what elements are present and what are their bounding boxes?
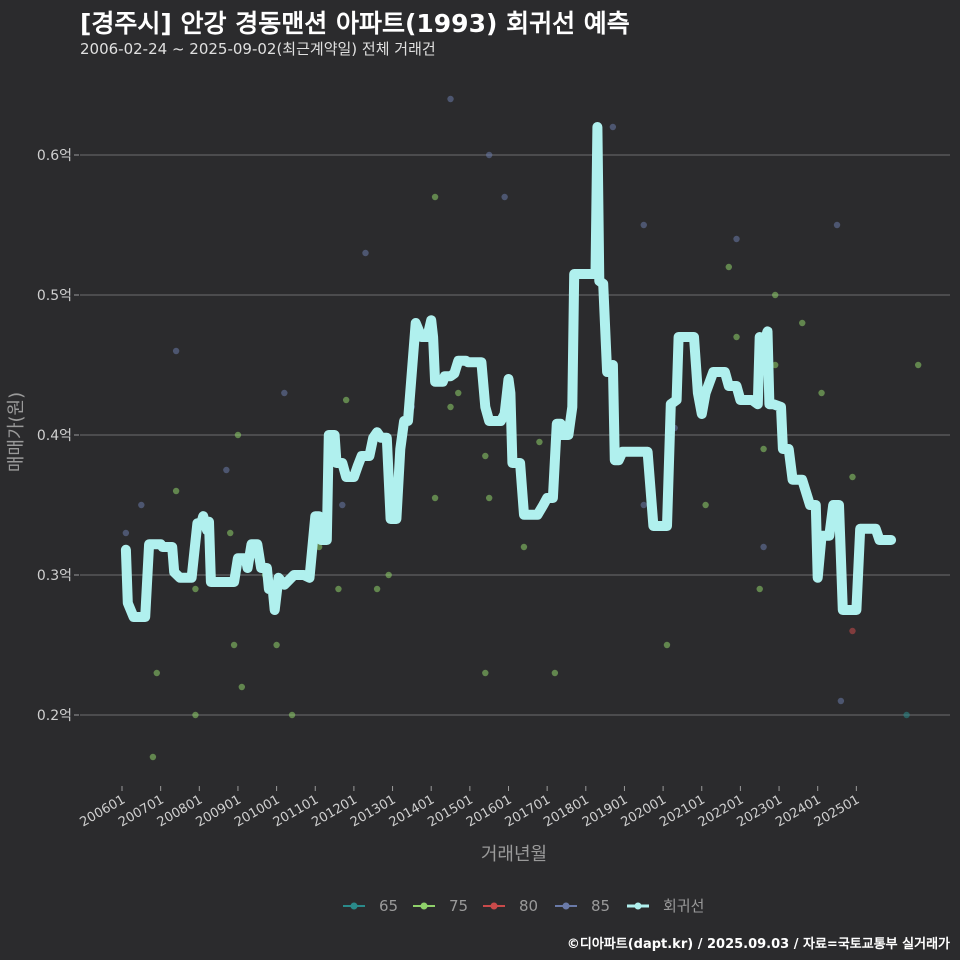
y-tick-label: 0.4억 [37, 428, 72, 444]
scatter-point-85 [733, 235, 740, 243]
scatter-point-85 [172, 347, 180, 355]
y-tick-label: 0.6억 [37, 148, 72, 164]
scatter-point-75 [238, 683, 246, 691]
scatter-point-75 [771, 291, 779, 299]
scatter-point-75 [288, 711, 296, 719]
scatter-point-75 [702, 501, 709, 509]
scatter-point-85 [362, 249, 369, 257]
legend-label: 80 [519, 897, 538, 915]
scatter-point-85 [447, 95, 454, 103]
legend-label: 85 [591, 897, 610, 915]
scatter-point-75 [756, 585, 763, 593]
scatter-point-85 [640, 221, 647, 229]
scatter-point-75 [818, 389, 825, 397]
scatter-point-75 [725, 263, 733, 271]
legend-label: 회귀선 [663, 897, 704, 915]
scatter-point-75 [149, 753, 157, 761]
legend-item-75: 75 [413, 897, 468, 915]
scatter-point-85 [640, 501, 647, 509]
grid-lines [80, 154, 950, 716]
scatter-point-75 [760, 445, 767, 453]
regression-line [120, 122, 897, 622]
scatter-point-85 [760, 543, 767, 551]
chart-title: [경주시] 안강 경동맨션 아파트(1993) 회귀선 예측 [80, 9, 630, 38]
y-tick-label: 0.5억 [37, 288, 72, 304]
scatter-point-75 [273, 641, 280, 649]
scatter-point-75 [342, 396, 350, 404]
scatter-point-80 [849, 627, 856, 635]
scatter-point-75 [234, 431, 242, 439]
y-axis-label: 매매가(원) [6, 392, 27, 472]
legend-item-65: 65 [343, 897, 398, 915]
scatter-point-75 [485, 494, 493, 502]
regression-line-group [120, 122, 897, 622]
scatter-point-75 [192, 711, 199, 719]
scatter-point-75 [431, 193, 439, 201]
legend-swatch-dot [634, 902, 642, 910]
scatter-point-75 [373, 585, 381, 593]
y-axis: 0.2억 0.3억 0.4억 0.5억 0.6억 [37, 148, 79, 724]
legend-swatch-dot [490, 902, 498, 910]
legend-item-회귀선: 회귀선 [627, 897, 704, 915]
scatter-point-75 [771, 361, 779, 369]
y-tick-label: 0.3억 [37, 568, 72, 584]
scatter-point-75 [536, 438, 543, 446]
scatter-point-75 [799, 319, 806, 327]
scatter-point-75 [482, 452, 489, 460]
legend-item-80: 80 [483, 897, 538, 915]
scatter-point-85 [138, 501, 145, 509]
scatter-point-85 [833, 221, 841, 229]
scatter-point-75 [385, 571, 392, 579]
scatter-point-75 [192, 585, 199, 593]
scatter-point-75 [153, 669, 160, 677]
chart-subtitle: 2006-02-24 ~ 2025-09-02(최근계약일) 전체 거래건 [80, 40, 436, 58]
scatter-point-75 [733, 333, 740, 341]
scatter-point-75 [172, 487, 180, 495]
scatter-point-75 [663, 641, 671, 649]
scatter-point-85 [122, 529, 130, 537]
legend-item-85: 85 [555, 897, 610, 915]
scatter-point-75 [455, 389, 462, 397]
y-tick-label: 0.2억 [37, 708, 72, 724]
scatter-point-75 [335, 585, 342, 593]
scatter-points [122, 95, 922, 761]
scatter-point-75 [227, 529, 234, 537]
legend-swatch-dot [420, 902, 428, 910]
legend-label: 65 [379, 897, 398, 915]
scatter-point-75 [482, 669, 489, 677]
legend-swatch-dot [350, 902, 358, 910]
scatter-point-75 [431, 494, 439, 502]
legend-label: 75 [449, 897, 468, 915]
scatter-point-75 [551, 669, 559, 677]
scatter-point-85 [339, 501, 346, 509]
source-caption: ©디아파트(dapt.kr) / 2025.09.03 / 자료=국토교통부 실… [566, 937, 950, 952]
scatter-point-75 [849, 473, 856, 481]
scatter-point-75 [520, 543, 528, 551]
scatter-point-75 [447, 403, 454, 411]
scatter-point-85 [281, 389, 288, 397]
scatter-point-85 [223, 466, 230, 474]
scatter-point-75 [914, 361, 922, 369]
scatter-point-85 [609, 123, 617, 131]
scatter-point-75 [230, 641, 238, 649]
x-axis-label: 거래년월 [481, 844, 547, 865]
scatter-point-85 [485, 151, 493, 159]
scatter-point-85 [501, 193, 508, 201]
x-axis: 2006012007012008012009012010012011012012… [78, 786, 862, 830]
legend-swatch-dot [562, 902, 570, 910]
legend: 65 75 80 85 회귀선 [343, 897, 704, 915]
scatter-point-65 [903, 711, 910, 719]
scatter-point-85 [837, 697, 845, 705]
